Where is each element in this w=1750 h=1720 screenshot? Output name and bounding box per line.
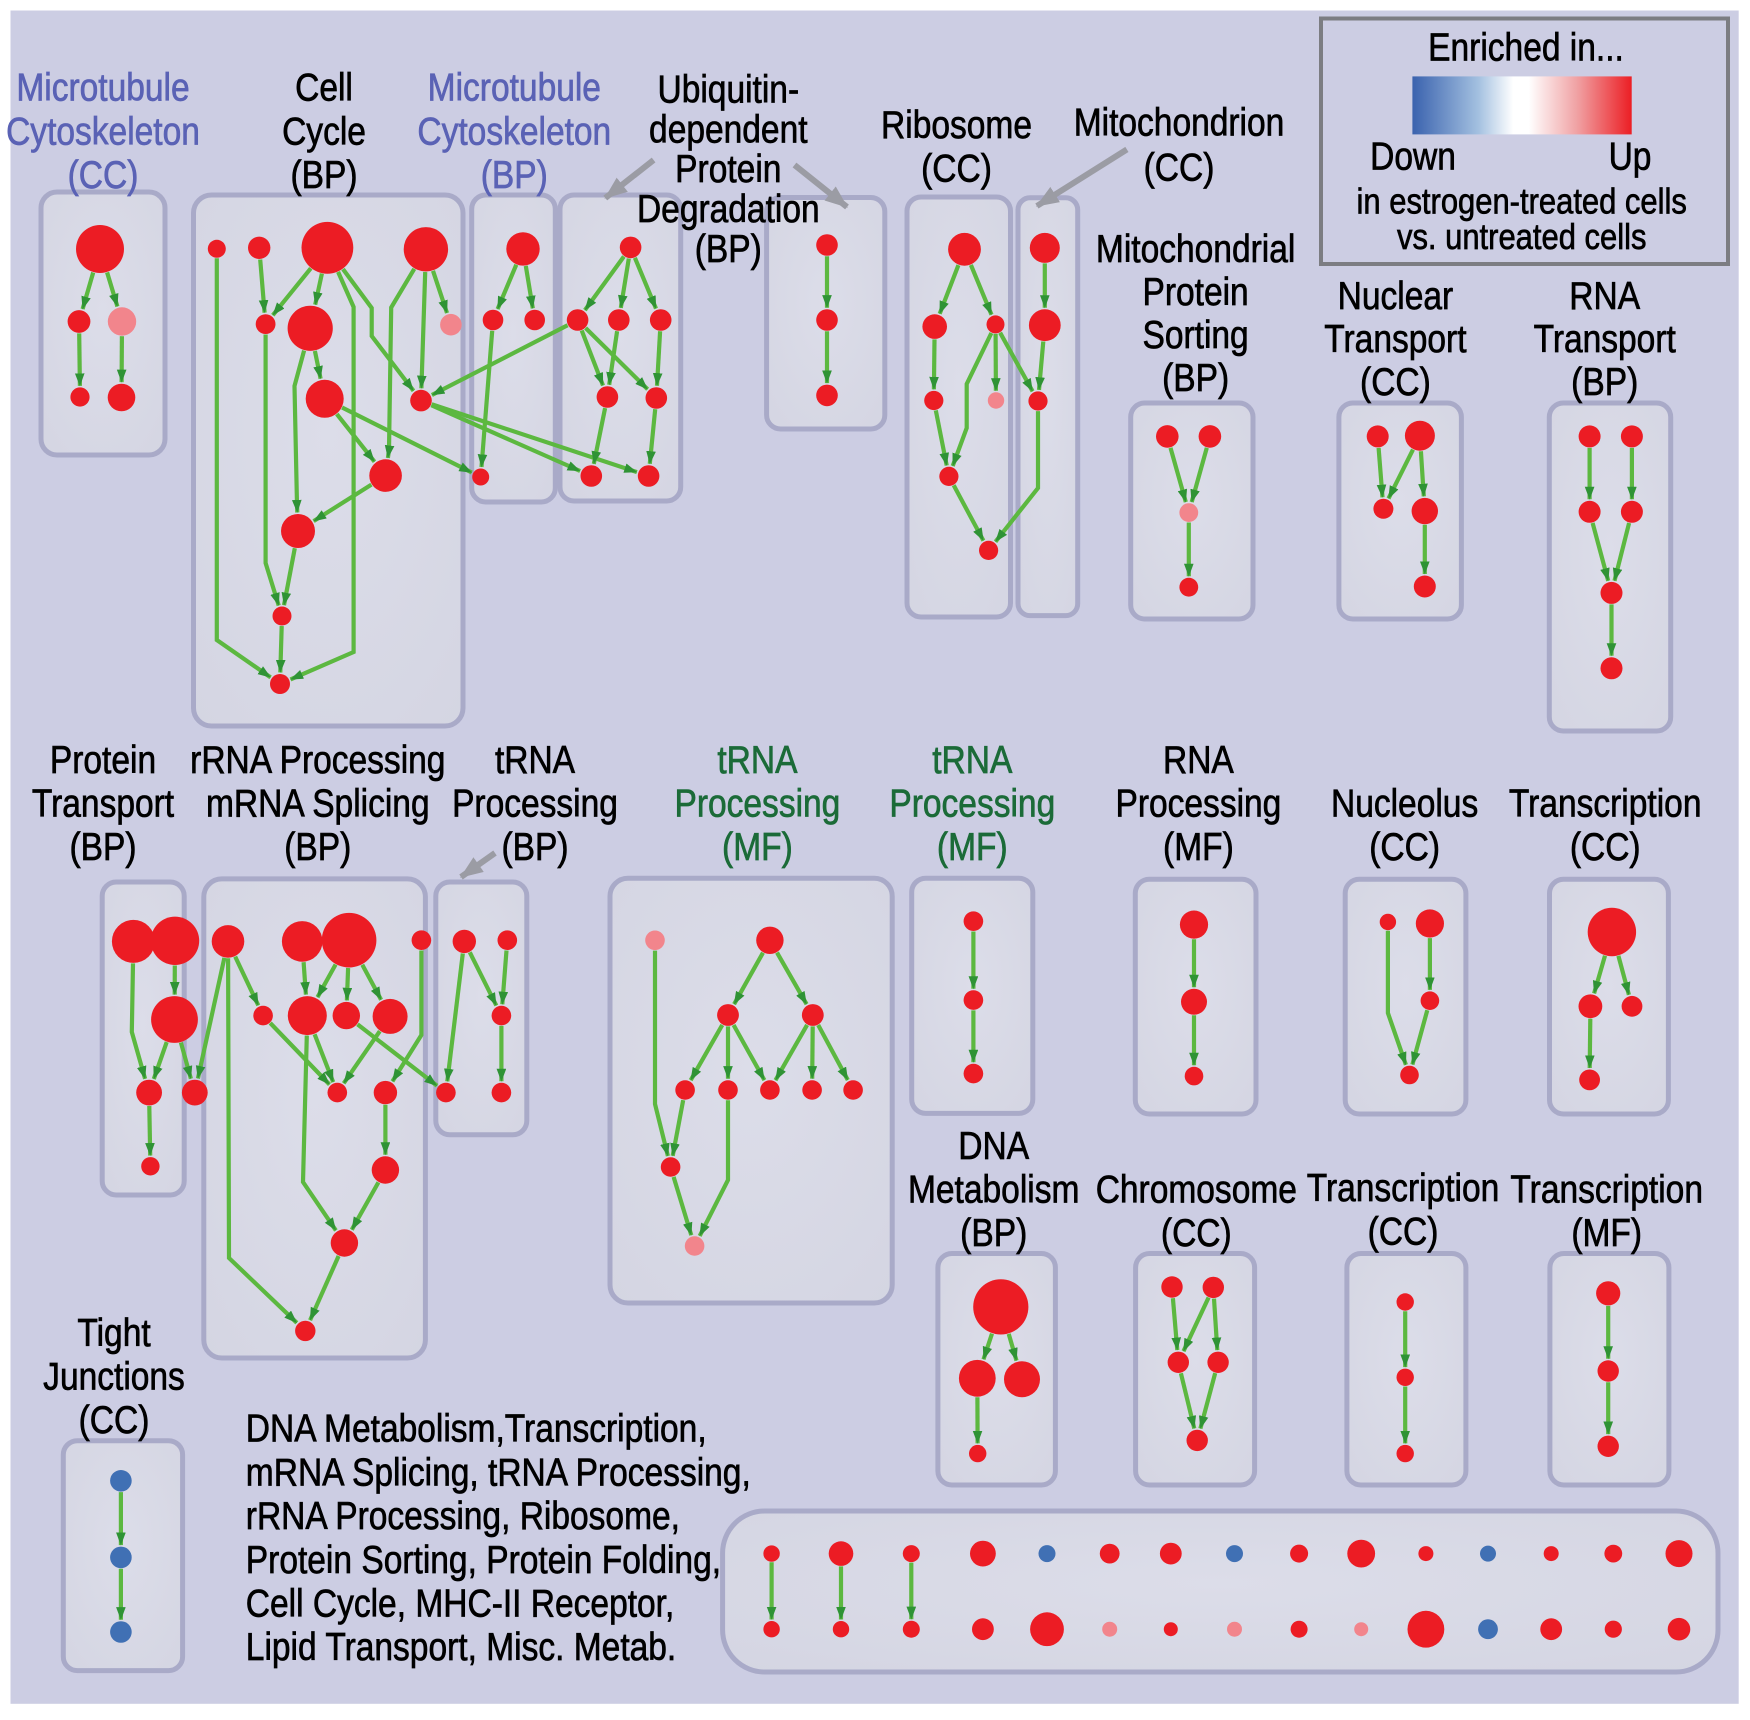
svg-text:(MF): (MF) (1571, 1211, 1642, 1255)
svg-text:(BP): (BP) (501, 824, 568, 868)
svg-text:Cell Cycle, MHC-II Receptor,: Cell Cycle, MHC-II Receptor, (246, 1581, 675, 1625)
svg-text:RNA: RNA (1569, 274, 1640, 318)
svg-text:Protein: Protein (675, 147, 781, 191)
svg-text:Lipid Transport, Misc. Metab.: Lipid Transport, Misc. Metab. (246, 1625, 676, 1669)
svg-text:rRNA Processing: rRNA Processing (190, 738, 445, 782)
svg-text:(BP): (BP) (695, 227, 762, 271)
svg-text:(CC): (CC) (1369, 824, 1440, 868)
svg-text:Transcription: Transcription (1307, 1166, 1500, 1210)
svg-text:tRNA: tRNA (932, 738, 1013, 782)
svg-text:Transport: Transport (32, 781, 174, 825)
svg-text:Junctions: Junctions (43, 1354, 185, 1398)
svg-text:Nuclear: Nuclear (1338, 274, 1454, 318)
svg-text:(CC): (CC) (1161, 1211, 1232, 1255)
svg-text:Enriched in...: Enriched in... (1428, 25, 1624, 69)
svg-text:Protein Sorting, Protein Foldi: Protein Sorting, Protein Folding, (246, 1537, 721, 1581)
svg-text:tRNA: tRNA (717, 738, 798, 782)
svg-text:Microtubule: Microtubule (428, 65, 601, 109)
svg-text:mRNA Splicing, tRNA Processing: mRNA Splicing, tRNA Processing, (246, 1450, 751, 1494)
svg-text:Mitochondrial: Mitochondrial (1096, 227, 1295, 271)
svg-text:Microtubule: Microtubule (16, 65, 189, 109)
svg-text:(CC): (CC) (68, 153, 139, 197)
svg-text:Down: Down (1370, 134, 1456, 178)
svg-text:Up: Up (1609, 134, 1652, 178)
svg-text:Processing: Processing (1115, 781, 1281, 825)
svg-text:RNA: RNA (1163, 738, 1234, 782)
svg-text:Cell: Cell (295, 65, 353, 109)
svg-text:DNA: DNA (958, 1124, 1029, 1168)
svg-text:Processing: Processing (674, 781, 840, 825)
svg-text:Tight: Tight (77, 1311, 150, 1355)
svg-text:(CC): (CC) (921, 146, 992, 190)
svg-text:Cytoskeleton: Cytoskeleton (6, 109, 200, 153)
svg-text:(MF): (MF) (722, 824, 793, 868)
svg-text:Cycle: Cycle (282, 109, 366, 153)
svg-text:(BP): (BP) (1162, 356, 1229, 400)
svg-text:(MF): (MF) (1163, 824, 1234, 868)
svg-text:vs. untreated cells: vs. untreated cells (1397, 218, 1646, 258)
svg-text:Transcription: Transcription (1509, 781, 1702, 825)
svg-text:(CC): (CC) (1144, 145, 1215, 189)
svg-text:Transport: Transport (1534, 317, 1676, 361)
svg-text:rRNA Processing, Ribosome,: rRNA Processing, Ribosome, (246, 1494, 680, 1538)
svg-text:Transcription: Transcription (1510, 1167, 1703, 1211)
svg-text:Protein: Protein (1142, 270, 1248, 314)
svg-text:(BP): (BP) (1571, 360, 1638, 404)
svg-text:(CC): (CC) (79, 1398, 150, 1442)
svg-text:Ribosome: Ribosome (881, 103, 1032, 147)
svg-text:Metabolism: Metabolism (908, 1167, 1079, 1211)
svg-text:Mitochondrion: Mitochondrion (1074, 100, 1285, 144)
svg-text:(CC): (CC) (1368, 1209, 1439, 1253)
svg-text:(BP): (BP) (481, 153, 548, 197)
svg-text:Transport: Transport (1324, 317, 1466, 361)
svg-text:(BP): (BP) (290, 153, 357, 197)
svg-text:Ubiquitin-: Ubiquitin- (657, 67, 799, 111)
svg-text:(MF): (MF) (937, 824, 1008, 868)
svg-text:Protein: Protein (50, 738, 156, 782)
svg-text:dependent: dependent (649, 107, 807, 151)
svg-text:mRNA Splicing: mRNA Splicing (206, 781, 430, 825)
svg-text:Degradation: Degradation (637, 187, 820, 231)
svg-text:Sorting: Sorting (1142, 313, 1248, 357)
svg-text:Nucleolus: Nucleolus (1331, 781, 1478, 825)
svg-text:in estrogen-treated cells: in estrogen-treated cells (1357, 182, 1687, 222)
svg-text:(BP): (BP) (69, 824, 136, 868)
svg-text:Processing: Processing (452, 781, 618, 825)
svg-text:(BP): (BP) (284, 824, 351, 868)
svg-text:(BP): (BP) (960, 1211, 1027, 1255)
svg-text:(CC): (CC) (1360, 360, 1431, 404)
svg-text:Chromosome: Chromosome (1096, 1167, 1297, 1211)
svg-text:tRNA: tRNA (495, 738, 576, 782)
svg-text:DNA Metabolism,Transcription,: DNA Metabolism,Transcription, (246, 1406, 707, 1450)
svg-text:Processing: Processing (889, 781, 1055, 825)
svg-text:(CC): (CC) (1570, 824, 1641, 868)
svg-text:Cytoskeleton: Cytoskeleton (417, 109, 611, 153)
